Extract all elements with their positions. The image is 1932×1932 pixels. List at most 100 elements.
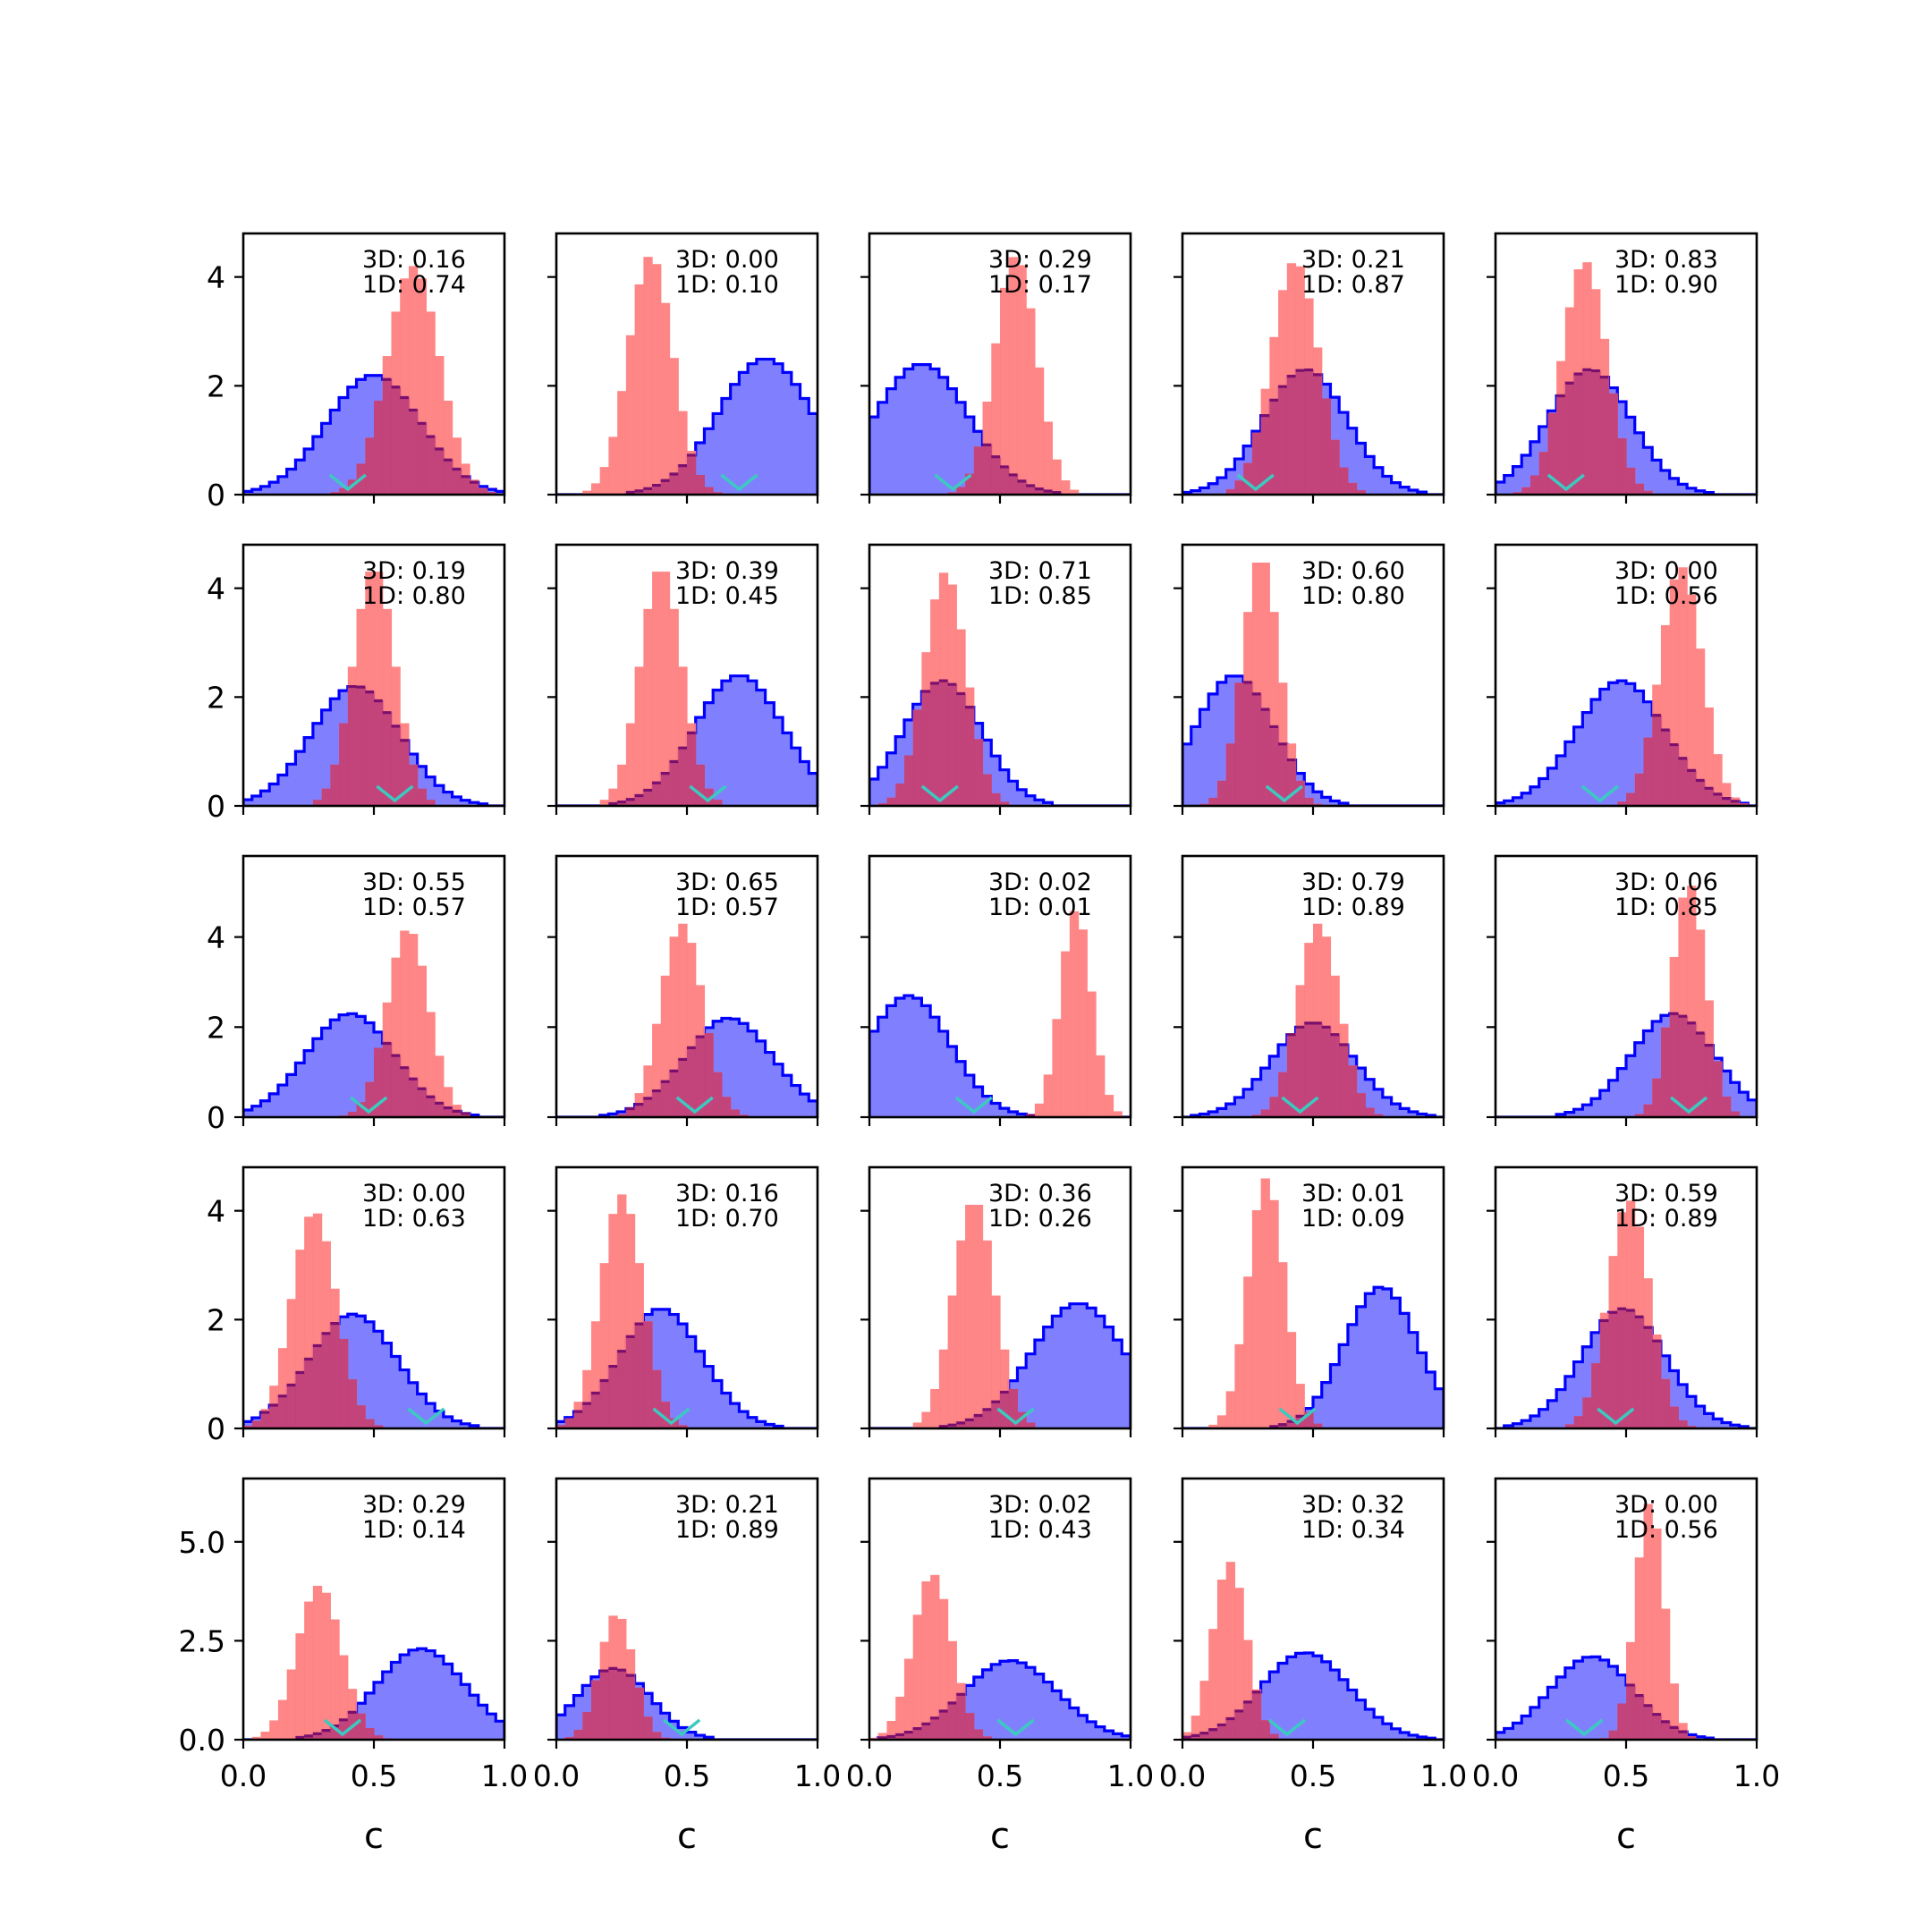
blue-bar [1295, 1653, 1305, 1740]
y-tick-label: 2 [207, 680, 225, 715]
blue-bar [443, 1664, 453, 1740]
overlap-bar [1660, 1027, 1671, 1117]
overlap-bar [365, 437, 375, 495]
red-bar [652, 572, 662, 806]
blue-bar [1339, 1344, 1349, 1428]
overlap-bar [582, 1403, 592, 1428]
overlap-bar [408, 410, 419, 495]
red-bar [625, 1214, 636, 1428]
blue-bar [304, 448, 314, 495]
blue-bar [730, 1019, 740, 1117]
blue-bar [1216, 1108, 1227, 1117]
blue-bar [1391, 1728, 1401, 1740]
red-bar [652, 1023, 662, 1117]
red-bar [669, 936, 679, 1117]
red-bar [1096, 1055, 1106, 1117]
blue-bar [286, 764, 296, 806]
annotation-3d: 3D: 0.39 [675, 557, 779, 585]
blue-bar [251, 489, 262, 495]
overlap-bar [1286, 759, 1297, 806]
blue-bar [869, 1030, 879, 1117]
overlap-bar [1234, 480, 1244, 495]
red-bar [321, 1592, 331, 1740]
blue-bar [1339, 412, 1349, 495]
y-tick-label: 0 [207, 1411, 225, 1446]
overlap-bar [704, 487, 714, 495]
blue-bar [1626, 1055, 1636, 1117]
blue-bar [1260, 1068, 1270, 1117]
overlap-bar [1521, 487, 1531, 495]
blue-bar [748, 363, 758, 495]
annotation-3d: 3D: 0.00 [675, 246, 779, 274]
y-tick-label: 4 [207, 260, 225, 295]
blue-bar [1304, 784, 1314, 806]
blue-bar [470, 1695, 479, 1740]
overlap-bar [634, 1104, 644, 1117]
overlap-bar [652, 1732, 662, 1740]
overlap-bar [1304, 1022, 1314, 1117]
blue-bar [809, 773, 818, 806]
blue-bar [1582, 1657, 1592, 1740]
overlap-bar [1347, 482, 1358, 495]
blue-step-outline [869, 679, 1131, 806]
marker-v [350, 1096, 388, 1114]
red-bar [1269, 612, 1279, 806]
blue-bar [1374, 1716, 1384, 1740]
red-bar [634, 666, 644, 806]
blue-bar [1556, 1676, 1566, 1740]
red-bar [1017, 265, 1027, 495]
annotation-3d: 3D: 0.21 [675, 1491, 779, 1519]
blue-bar [573, 1695, 583, 1740]
overlap-bar [408, 1079, 419, 1117]
blue-bar [1599, 689, 1610, 806]
overlap-bar [1564, 383, 1575, 495]
blue-bar [243, 1110, 253, 1117]
x-axis-label: c [1616, 1816, 1636, 1857]
overlap-bar [1634, 773, 1645, 806]
overlap-bar [1599, 1320, 1610, 1428]
overlap-bar [1617, 437, 1627, 495]
x-tick-label: 1.0 [1107, 1758, 1154, 1793]
overlap-bar [374, 400, 384, 495]
red-bar [1260, 1178, 1270, 1428]
blue-bar [1617, 1068, 1627, 1117]
overlap-bar [1286, 1034, 1297, 1117]
plot-area [1182, 263, 1444, 495]
blue-bar [1608, 682, 1618, 806]
blue-bar [1504, 801, 1514, 806]
y-tick-label: 0 [207, 1100, 225, 1135]
blue-bar [912, 997, 922, 1117]
blue-step-outline [1496, 1012, 1757, 1117]
blue-bar [408, 1649, 419, 1740]
red-bar [582, 490, 592, 495]
blue-bar [938, 1030, 949, 1117]
annotation-3d: 3D: 0.06 [1614, 869, 1718, 896]
overlap-bar [1660, 730, 1671, 806]
blue-bar [973, 1677, 984, 1740]
blue-step-outline [1496, 368, 1757, 495]
blue-bar [1496, 802, 1505, 806]
overlap-bar [243, 1426, 253, 1428]
blue-bar [269, 482, 279, 495]
blue-bar [1234, 1097, 1244, 1117]
overlap-bar [1000, 1392, 1010, 1428]
blue-bar [886, 388, 896, 495]
annotation-1d: 1D: 0.10 [675, 271, 779, 299]
red-bar [1225, 1562, 1235, 1740]
blue-bar [1069, 1303, 1080, 1428]
overlap-bar [1339, 467, 1349, 495]
overlap-bar [339, 487, 349, 495]
blue-bar [1034, 1340, 1045, 1428]
blue-bar [973, 1087, 984, 1117]
overlap-bar [713, 492, 723, 495]
blue-bar [1017, 789, 1027, 806]
overlap-bar [930, 682, 940, 806]
marker-v [1546, 473, 1585, 492]
annotation-3d: 3D: 0.16 [362, 246, 466, 274]
red-bar [643, 257, 653, 495]
overlap-bar [1739, 803, 1749, 806]
overlap-bar [1660, 1721, 1671, 1740]
blue-bar [382, 1343, 393, 1428]
